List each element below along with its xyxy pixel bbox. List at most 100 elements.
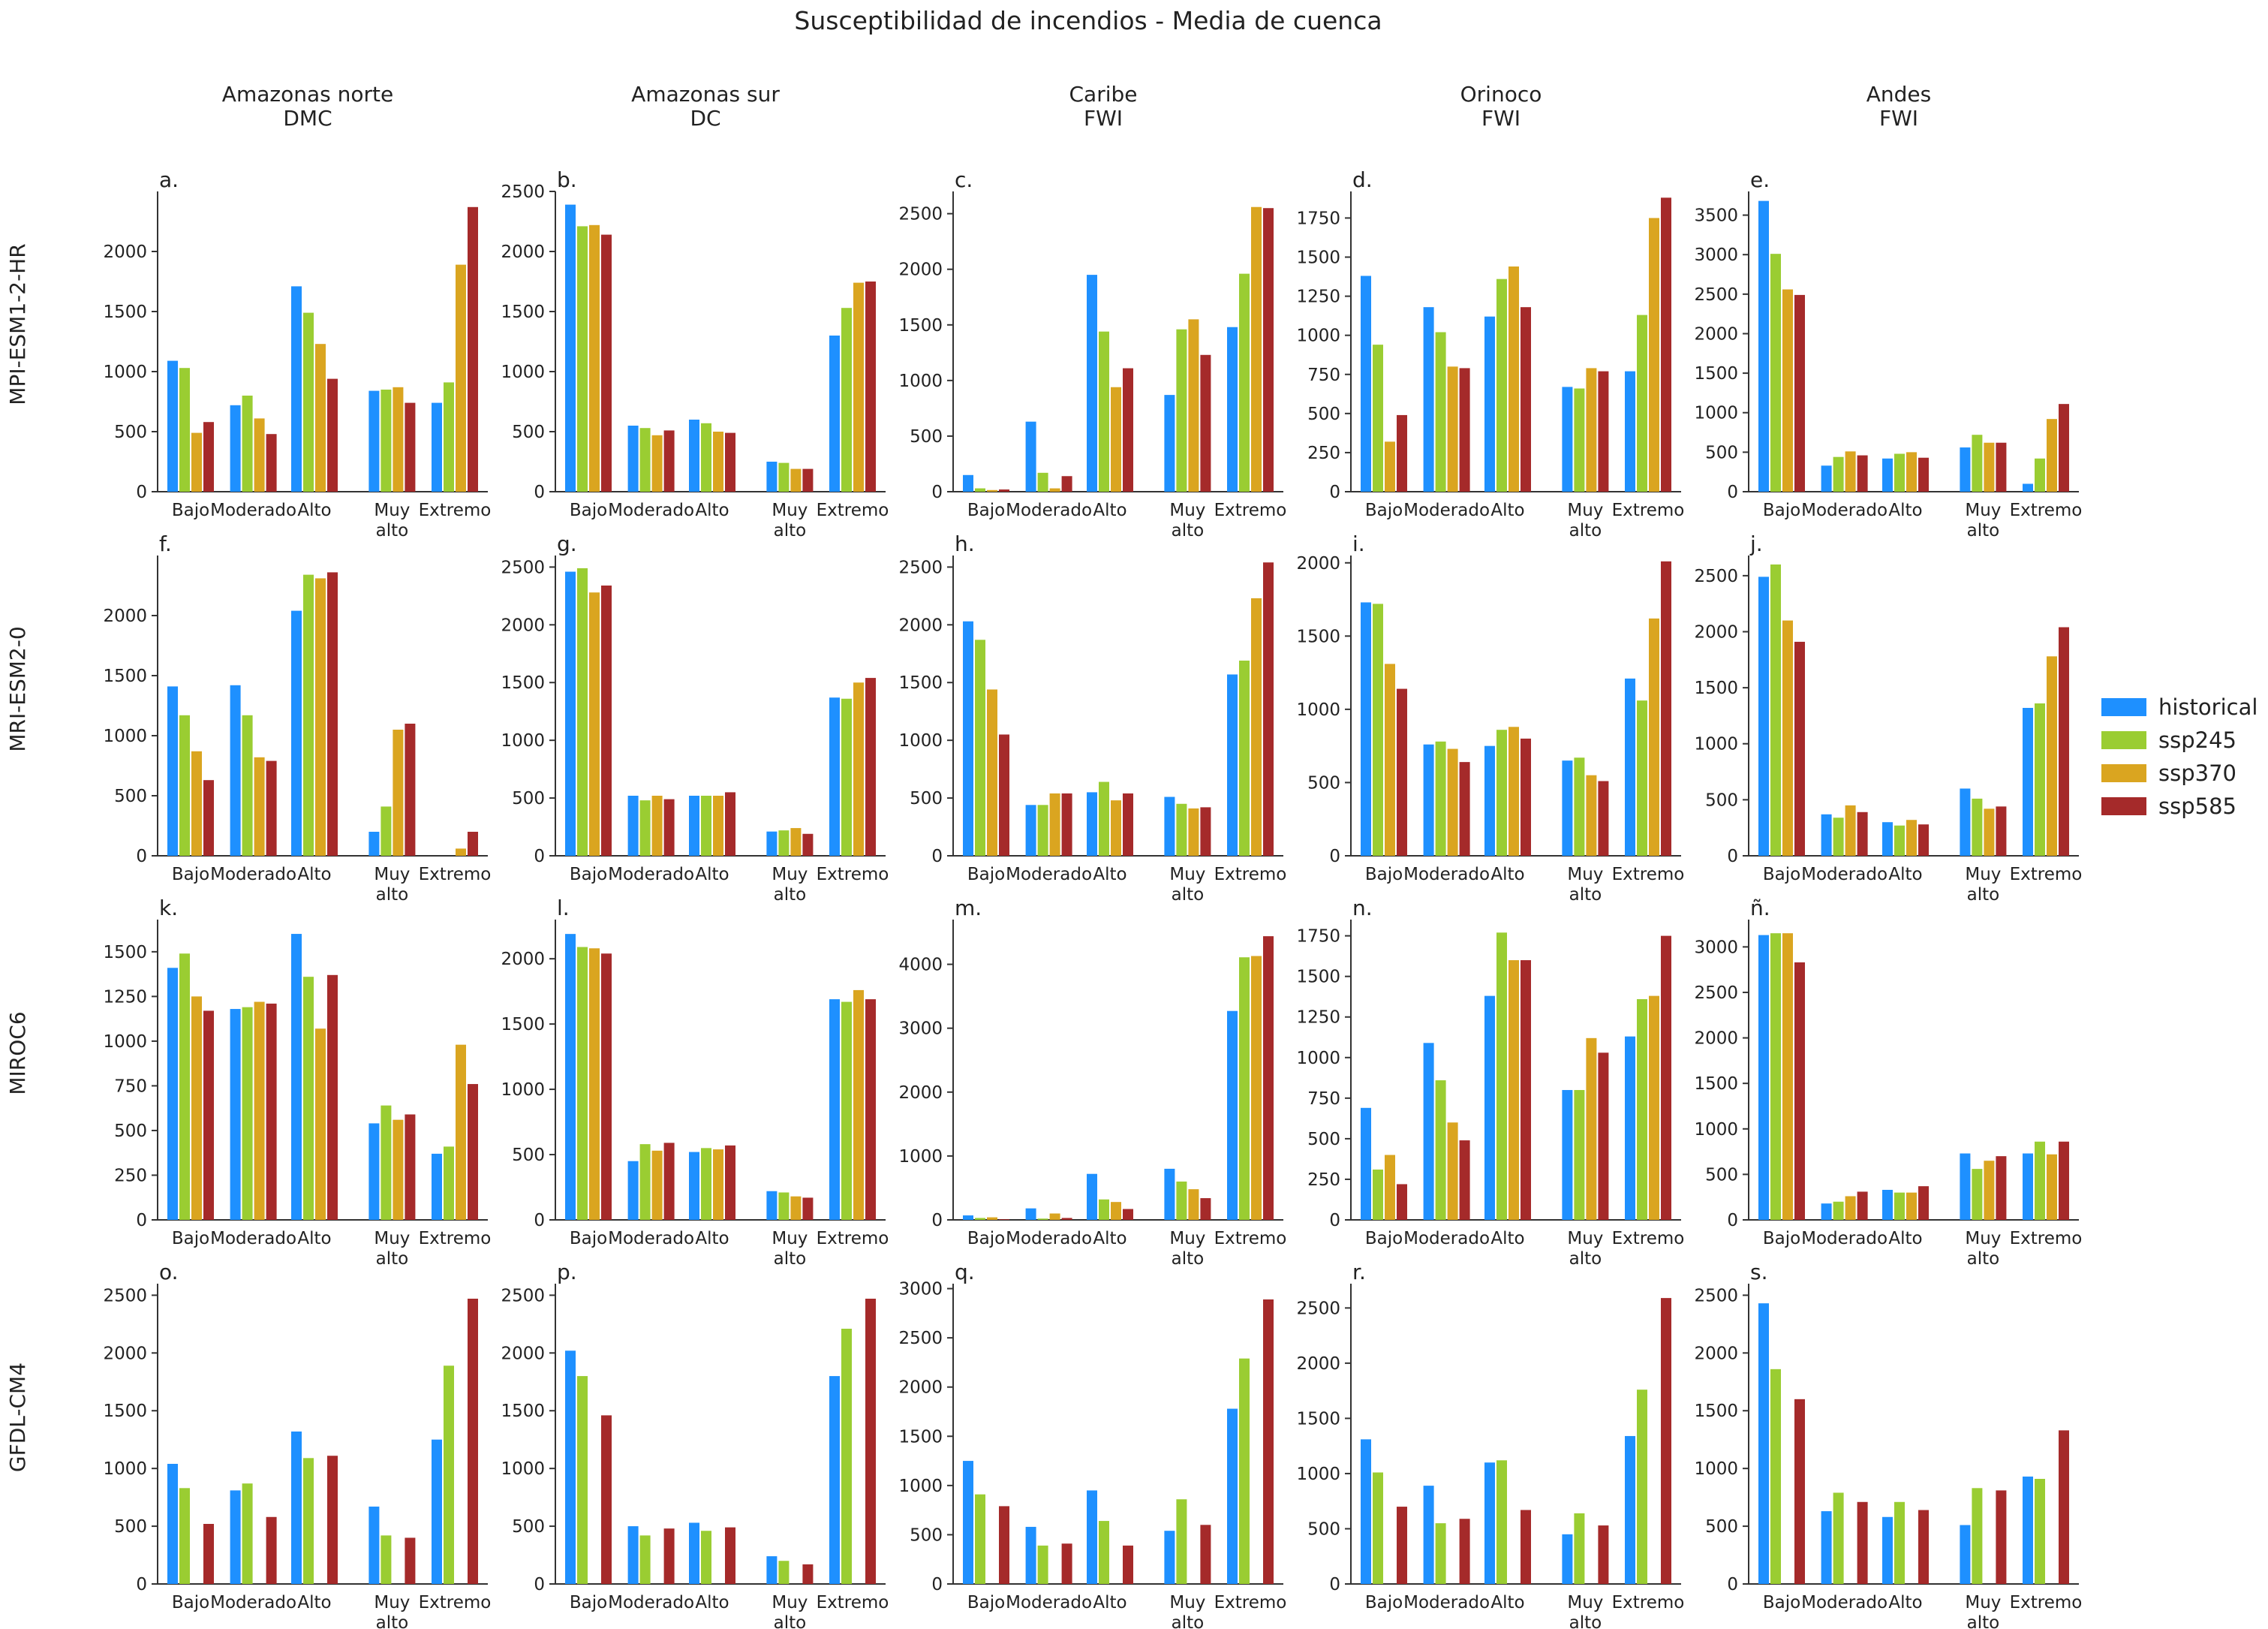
bar-historical [291,1431,302,1584]
bar-historical [963,621,973,856]
y-tick-label: 0 [931,483,943,502]
bar-ssp585 [1061,1543,1072,1584]
column-title-name: Orinoco [1460,82,1542,107]
bar-historical [1087,275,1097,492]
bar-historical [689,796,699,856]
bar-ssp585 [802,833,814,856]
bar-ssp245 [179,1488,190,1584]
y-tick-label: 500 [1307,1519,1340,1539]
bar-ssp370 [987,1217,997,1220]
bar-ssp585 [327,572,338,856]
y-tick-label: 2000 [898,1083,943,1103]
bar-ssp585 [802,1564,814,1584]
bar-historical [230,1009,241,1220]
x-tick-label: Bajo [1365,1229,1403,1248]
panel-letter: c. [955,167,973,192]
y-tick-label: 2500 [501,182,545,202]
column-title-index: FWI [1083,106,1123,131]
bar-ssp585 [865,999,876,1220]
bar-ssp585 [999,734,1009,856]
column-title-amazonas-sur: Amazonas sur DC [548,83,863,131]
bar-ssp585 [865,282,876,492]
y-tick-label: 1000 [898,731,943,751]
bar-ssp585 [1857,1191,1868,1220]
bar-ssp585 [725,1527,735,1584]
y-tick-label: 0 [1329,1575,1340,1594]
bar-ssp370 [456,1044,466,1220]
bar-ssp585 [1598,1525,1609,1584]
x-tick-label: Moderado [1006,501,1092,520]
bar-ssp245 [1833,1201,1844,1220]
bar-ssp585 [1598,1052,1609,1220]
bar-ssp245 [778,1561,790,1584]
bar-historical [1882,822,1893,856]
x-tick-label: Moderado [210,865,296,884]
x-tick-label: Muy alto [1965,1229,2001,1269]
y-tick-label: 500 [114,423,147,442]
bar-ssp245 [639,428,651,492]
x-tick-label: Extremo [1214,865,1287,884]
x-tick-label: Muy alto [374,1593,410,1629]
bar-ssp585 [1661,1298,1671,1584]
bar-ssp585 [802,468,814,492]
y-tick-label: 0 [1329,1211,1340,1230]
column-title-index: FWI [1481,106,1521,131]
y-tick-label: 2500 [501,1286,545,1305]
legend-swatch-ssp370 [2101,764,2146,782]
y-tick-label: 1250 [1296,288,1340,307]
x-tick-label: Bajo [1365,501,1403,520]
y-tick-label: 1500 [501,673,545,693]
column-title-index: DMC [283,106,332,131]
bar-ssp245 [2035,1141,2045,1220]
y-tick-label: 0 [136,1575,147,1594]
bar-ssp585 [1918,1510,1929,1584]
y-tick-label: 500 [512,1146,545,1165]
bar-historical [1164,1531,1175,1584]
bar-ssp245 [1373,345,1383,492]
x-tick-label: Moderado [1006,865,1092,884]
y-tick-label: 2000 [1296,1354,1340,1374]
bar-ssp585 [266,1003,277,1220]
bar-ssp370 [853,682,864,856]
y-tick-label: 1000 [501,363,545,382]
x-tick-label: Moderado [210,1593,296,1612]
bar-historical [368,832,380,856]
column-title-index: FWI [1878,106,1919,131]
bar-historical [1361,1439,1371,1584]
bar-ssp245 [444,1146,454,1220]
panel-r: r. 0 500 1000 1500 2000 2500 Bajo Moderado Alto Mu… [1296,1260,1684,1629]
y-tick-label: 2500 [898,1329,943,1348]
x-tick-label: Moderado [1403,1229,1490,1248]
bar-ssp370 [1251,598,1262,856]
x-tick-label: Bajo [1365,1593,1403,1612]
bar-ssp585 [327,974,338,1220]
panel-letter: j. [1749,531,1763,556]
bar-historical [1361,602,1371,856]
bar-historical [291,610,302,856]
bar-historical [291,934,302,1220]
bar-historical [1087,792,1097,856]
bar-ssp585 [1459,368,1470,492]
bar-ssp245 [1435,332,1446,492]
bar-ssp585 [2059,404,2069,492]
bar-historical [1087,1173,1097,1220]
bar-historical [1025,421,1036,492]
bar-ssp585 [1200,1525,1211,1584]
bar-historical [1562,1534,1573,1584]
y-tick-label: 1500 [1296,627,1340,646]
x-tick-label: Moderado [1801,1593,1887,1612]
bar-ssp585 [266,1516,277,1584]
bar-ssp585 [468,1299,478,1584]
bar-ssp585 [1123,793,1133,856]
legend-item-ssp585: ssp585 [2101,790,2257,823]
bar-ssp245 [1435,1523,1446,1584]
bar-ssp370 [1447,366,1458,492]
x-tick-label: Bajo [172,865,209,884]
bar-historical [1484,1462,1495,1584]
x-tick-label: Moderado [1801,865,1887,884]
panel-h: h. 0 500 1000 1500 2000 2500 Bajo Moderado Alto Mu… [898,531,1286,905]
legend-swatch-historical [2101,698,2146,716]
bar-ssp585 [468,832,478,856]
bar-ssp585 [1661,197,1671,492]
panel-letter: e. [1750,167,1770,192]
